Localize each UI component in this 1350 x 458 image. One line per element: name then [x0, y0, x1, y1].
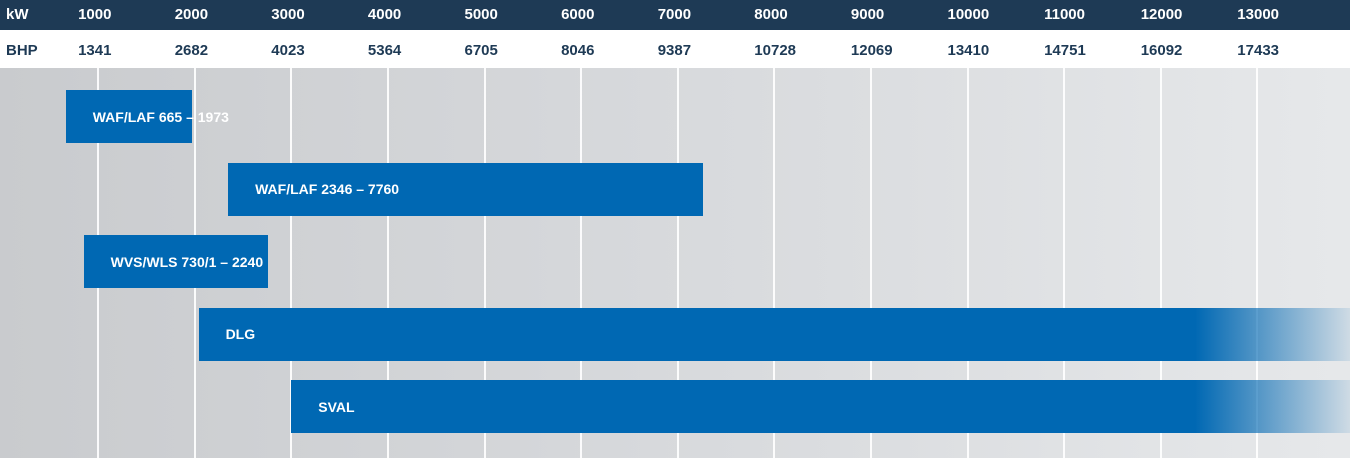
- bhp-tick-label: 14751: [1044, 42, 1086, 59]
- kw-unit-label: kW: [6, 6, 29, 23]
- gridline: [580, 68, 583, 458]
- gridline: [483, 68, 486, 458]
- kw-tick-label: 9000: [850, 6, 885, 23]
- bhp-tick-label: 9387: [657, 42, 692, 59]
- range-bar: WVS/WLS 730/1 – 2240: [83, 235, 269, 288]
- kw-tick-label: 8000: [754, 6, 788, 23]
- kw-tick-label: 4000: [367, 6, 402, 23]
- gridline: [1159, 68, 1162, 458]
- kw-axis-header: kW 1000 2000 3000 4000 5000 6000 7000 8000 9000 1…: [0, 0, 1350, 30]
- range-bar: WAF/LAF 2346 – 7760: [228, 162, 703, 216]
- kw-tick-label: 5000: [464, 6, 498, 23]
- kw-tick-label: 13000: [1237, 6, 1280, 23]
- bhp-tick-label: 2682: [174, 42, 209, 59]
- gridline: [676, 68, 679, 458]
- bhp-tick-label: 12069: [850, 42, 893, 59]
- kw-tick-label: 11000: [1044, 6, 1085, 23]
- bhp-tick-label: 4023: [271, 42, 305, 59]
- range-bar: SVAL: [291, 380, 1350, 433]
- kw-tick-label: 7000: [657, 6, 692, 23]
- range-bar-label: WVS/WLS 730/1 – 2240: [110, 253, 264, 270]
- bhp-tick-label: 6705: [464, 42, 498, 59]
- kw-tick-label: 2000: [174, 6, 209, 23]
- bhp-tick-label: 5364: [367, 42, 402, 59]
- bhp-unit-label: BHP: [6, 42, 38, 59]
- bhp-tick-label: 17433: [1237, 42, 1280, 59]
- range-bar-label: SVAL: [318, 398, 355, 415]
- bhp-tick-label: 1341: [78, 42, 112, 59]
- kw-tick-label: 6000: [561, 6, 595, 23]
- bhp-tick-label: 16092: [1140, 42, 1183, 59]
- gridline: [290, 68, 293, 458]
- bhp-tick-label: 10728: [754, 42, 797, 59]
- gridline: [1063, 68, 1066, 458]
- gridline: [966, 68, 969, 458]
- range-bar-label: WAF/LAF 665 – 1973: [92, 108, 229, 125]
- kw-tick-label: 3000: [271, 6, 305, 23]
- range-bar: WAF/LAF 665 – 1973: [65, 90, 229, 143]
- kw-tick-label: 1000: [78, 6, 112, 23]
- range-bar-label: DLG: [225, 326, 256, 342]
- kw-tick-label: 10000: [947, 6, 990, 23]
- bhp-axis-header: BHP 1341 2682 4023 5364 6705 8046 9387 10728 120…: [0, 30, 1350, 68]
- bhp-tick-label: 8046: [561, 42, 595, 59]
- range-bar: DLG: [198, 307, 1350, 361]
- gridline: [386, 68, 389, 458]
- range-bar-label: WAF/LAF 2346 – 7760: [255, 181, 400, 197]
- gridline: [869, 68, 872, 458]
- bhp-tick-label: 13410: [947, 42, 990, 59]
- gridline: [773, 68, 776, 458]
- kw-tick-label: 12000: [1140, 6, 1183, 23]
- plot-area: WAF/LAF 665 – 1973 WAF/LAF 2346 – 7760 WVS…: [0, 68, 1350, 458]
- gridline: [1256, 68, 1259, 458]
